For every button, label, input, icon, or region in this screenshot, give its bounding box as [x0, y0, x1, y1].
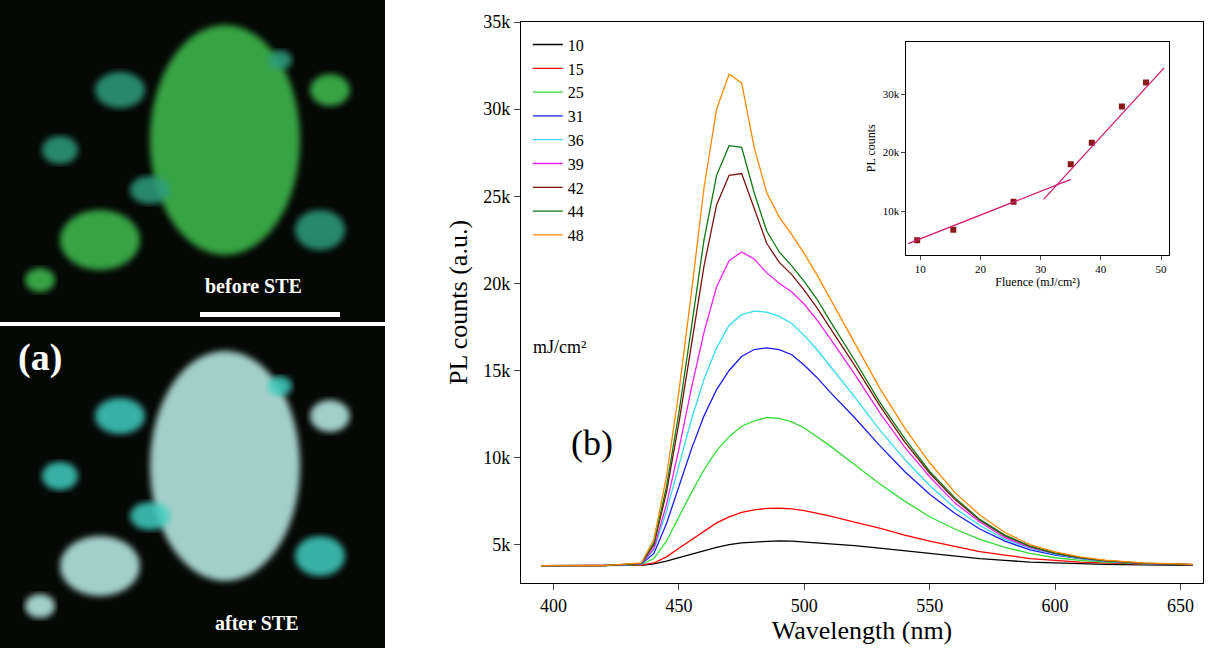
- svg-text:PL counts: PL counts: [864, 124, 878, 172]
- svg-text:15k: 15k: [483, 361, 510, 381]
- svg-text:650: 650: [1167, 596, 1194, 616]
- svg-text:Wavelength (nm): Wavelength (nm): [772, 616, 953, 645]
- svg-text:(b): (b): [571, 423, 613, 463]
- svg-text:20k: 20k: [483, 274, 510, 294]
- svg-text:mJ/cm²: mJ/cm²: [533, 337, 586, 357]
- svg-text:40: 40: [1095, 263, 1107, 275]
- svg-text:25k: 25k: [483, 187, 510, 207]
- html-text:before STE: before STE: [205, 275, 302, 297]
- svg-text:500: 500: [791, 596, 818, 616]
- svg-text:42: 42: [568, 180, 584, 197]
- html-text:after STE: after STE: [215, 612, 299, 634]
- svg-text:30k: 30k: [883, 88, 900, 100]
- svg-text:10k: 10k: [883, 205, 900, 217]
- svg-text:600: 600: [1042, 596, 1069, 616]
- svg-text:30: 30: [1035, 263, 1047, 275]
- svg-text:PL counts (a.u.): PL counts (a.u.): [444, 220, 473, 385]
- svg-text:44: 44: [568, 203, 584, 220]
- svg-text:20k: 20k: [883, 146, 900, 158]
- svg-text:39: 39: [568, 156, 584, 173]
- svg-text:10: 10: [568, 37, 584, 54]
- html-text:(a): (a): [18, 336, 63, 378]
- svg-text:5k: 5k: [492, 535, 510, 555]
- svg-text:31: 31: [568, 108, 584, 125]
- svg-text:15: 15: [568, 61, 584, 78]
- svg-text:25: 25: [568, 84, 584, 101]
- svg-text:10: 10: [915, 263, 927, 275]
- svg-text:36: 36: [568, 132, 584, 149]
- svg-text:450: 450: [665, 596, 692, 616]
- svg-text:10k: 10k: [483, 448, 510, 468]
- svg-text:50: 50: [1156, 263, 1168, 275]
- svg-text:35k: 35k: [483, 12, 510, 32]
- svg-text:20: 20: [975, 263, 987, 275]
- svg-text:550: 550: [916, 596, 943, 616]
- svg-text:30k: 30k: [483, 99, 510, 119]
- svg-text:48: 48: [568, 227, 584, 244]
- svg-text:400: 400: [540, 596, 567, 616]
- svg-text:Fluence (mJ/cm²): Fluence (mJ/cm²): [995, 275, 1080, 289]
